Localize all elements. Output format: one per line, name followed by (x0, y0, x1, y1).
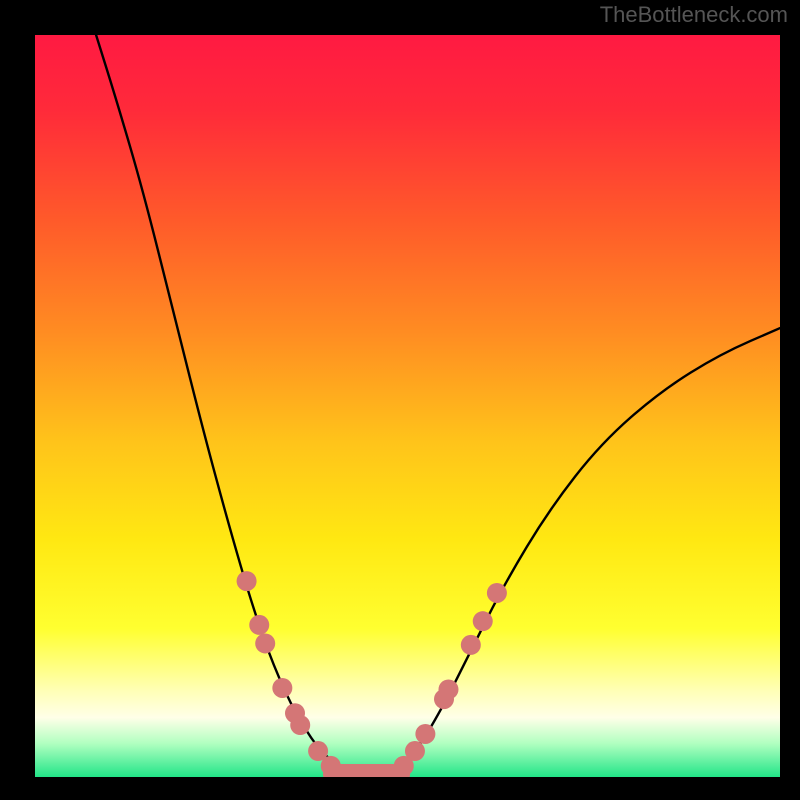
marker-left (255, 633, 275, 653)
marker-right (438, 679, 458, 699)
marker-right (473, 611, 493, 631)
marker-left (321, 756, 341, 776)
marker-right (405, 741, 425, 761)
marker-right (461, 635, 481, 655)
marker-right (487, 583, 507, 603)
marker-right (415, 724, 435, 744)
bottleneck-chart-svg (35, 35, 780, 777)
marker-left (249, 615, 269, 635)
gradient-background (35, 35, 780, 777)
watermark-text: TheBottleneck.com (600, 2, 788, 28)
plot-area (35, 35, 780, 777)
marker-left (290, 715, 310, 735)
chart-stage: TheBottleneck.com (0, 0, 800, 800)
marker-left (272, 678, 292, 698)
marker-left (237, 571, 257, 591)
